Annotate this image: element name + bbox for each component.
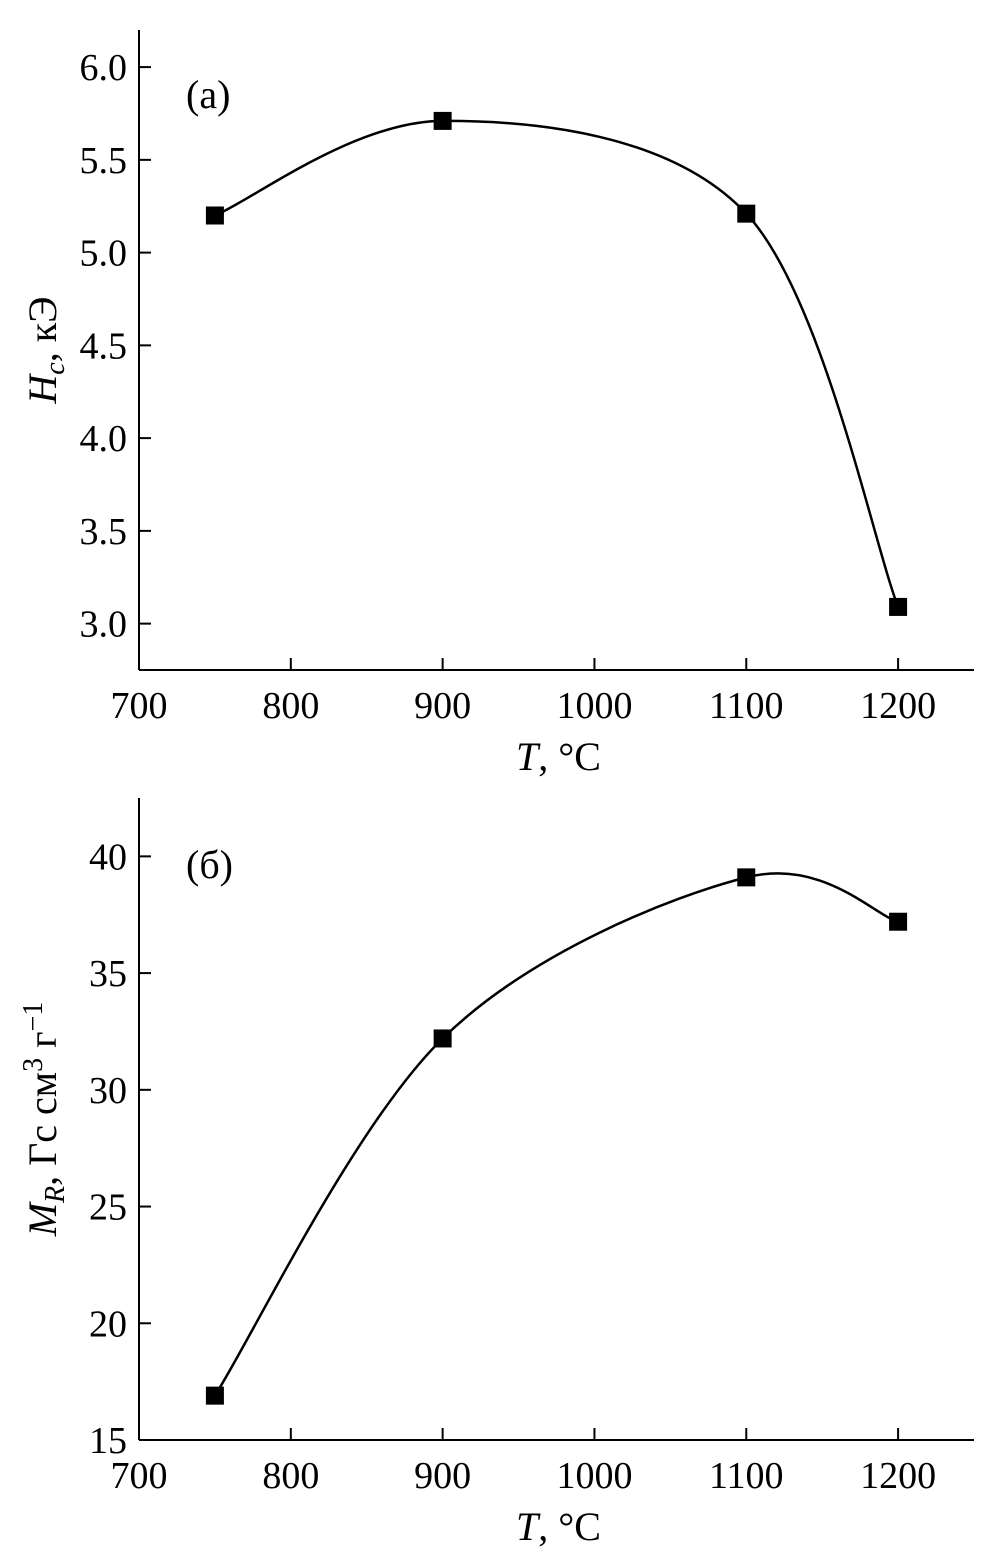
y-axis-title-superscript-2: −1 xyxy=(18,1002,49,1032)
x-tick-label: 1000 xyxy=(556,685,632,727)
y-axis-title: Hc, кЭ xyxy=(20,296,71,404)
data-point-marker xyxy=(433,111,452,130)
y-axis-title-unit-2: г xyxy=(20,1032,65,1058)
y-tick-label: 15 xyxy=(89,1420,127,1462)
y-tick-label: 4.5 xyxy=(80,325,128,367)
y-tick-label: 3.0 xyxy=(80,604,128,646)
x-tick-label: 700 xyxy=(111,1455,168,1497)
x-tick-label: 800 xyxy=(262,1455,319,1497)
series-line xyxy=(213,872,899,1397)
x-tick-label: 700 xyxy=(111,685,168,727)
x-axis-title-symbol: T xyxy=(516,1504,541,1549)
chart-panel-b: 700 800 900 1000 1100 1200 15 20 25 30 35 40 T, °C MR… xyxy=(18,798,974,1549)
x-tick-label: 1000 xyxy=(556,1455,632,1497)
x-axis-title: T, °C xyxy=(516,1504,601,1549)
data-point-marker xyxy=(737,204,756,223)
x-tick-label: 900 xyxy=(414,1455,471,1497)
y-tick-label: 35 xyxy=(89,953,127,995)
x-axis-title: T, °C xyxy=(516,734,601,779)
x-tick-label: 1200 xyxy=(860,1455,936,1497)
y-axis-title-unit: , кЭ xyxy=(20,296,65,362)
x-axis-title-symbol: T xyxy=(516,734,541,779)
y-axis-title-unit: , Гс см xyxy=(20,1072,65,1186)
y-tick-label: 30 xyxy=(89,1070,127,1112)
series-line xyxy=(214,119,900,608)
y-tick-label: 40 xyxy=(89,836,127,878)
y-axis-title-subscript: R xyxy=(40,1186,71,1204)
x-tick-label: 1100 xyxy=(709,685,784,727)
x-axis-title-unit: , °C xyxy=(538,1504,601,1549)
y-tick-label: 5.5 xyxy=(80,140,128,182)
x-tick-label: 800 xyxy=(262,685,319,727)
y-tick-label: 3.5 xyxy=(80,511,128,553)
y-tick-label: 5.0 xyxy=(80,233,128,275)
x-axis-title-unit: , °C xyxy=(538,734,601,779)
panel-label: (а) xyxy=(186,72,230,117)
y-tick-label: 20 xyxy=(89,1303,127,1345)
chart-panel-a: 700 800 900 1000 1100 1200 3.0 3.5 4.0 4.5 5.0 5.5 6… xyxy=(20,30,974,779)
y-axis-title: MR, Гс см3 г−1 xyxy=(18,1002,71,1238)
data-point-marker xyxy=(889,597,908,616)
data-point-marker xyxy=(889,912,908,931)
panel-label: (б) xyxy=(186,842,233,887)
x-tick-label: 1200 xyxy=(860,685,936,727)
y-axis-title-subscript: c xyxy=(40,362,71,375)
y-tick-label: 6.0 xyxy=(80,47,128,89)
data-point-marker xyxy=(205,206,224,225)
y-axis-title-superscript: 3 xyxy=(18,1058,49,1072)
x-tick-label: 900 xyxy=(414,685,471,727)
y-tick-label: 4.0 xyxy=(80,418,128,460)
data-point-marker xyxy=(737,868,756,887)
y-tick-label: 25 xyxy=(89,1187,127,1229)
y-axis-title-symbol: H xyxy=(20,373,65,405)
x-tick-label: 1100 xyxy=(709,1455,784,1497)
y-axis-title-symbol: M xyxy=(20,1200,65,1237)
data-point-marker xyxy=(433,1029,452,1048)
data-point-marker xyxy=(205,1386,224,1405)
